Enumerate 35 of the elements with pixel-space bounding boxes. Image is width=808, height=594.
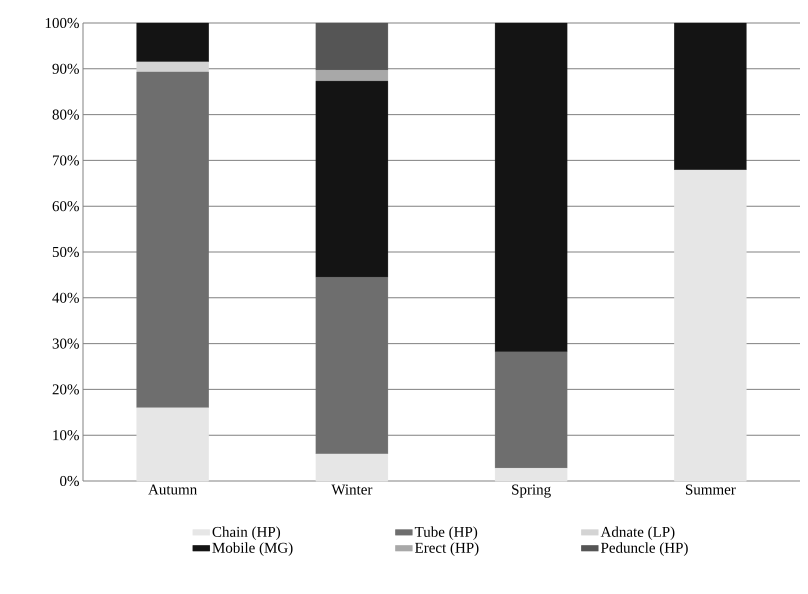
y-tick-label: 80% xyxy=(52,110,79,120)
legend-label: Chain (HP) xyxy=(212,526,280,540)
bar xyxy=(494,22,568,352)
bar xyxy=(316,454,388,482)
legend-label: Adnate (LP) xyxy=(600,526,674,540)
bar xyxy=(136,72,209,408)
y-tick-label: 100% xyxy=(46,18,79,28)
bar xyxy=(316,22,388,70)
y-tick-label: 90% xyxy=(52,64,79,74)
y-tick-label: 30% xyxy=(52,338,79,349)
x-tick-label: Spring xyxy=(512,484,551,498)
legend-label: Erect (HP) xyxy=(415,542,478,556)
y-tick-label: 10% xyxy=(53,430,79,440)
bar xyxy=(316,70,388,82)
bar xyxy=(674,22,747,170)
bar xyxy=(494,468,568,482)
bar xyxy=(674,170,747,482)
y-tick-label: 60% xyxy=(52,201,79,212)
y-tick-label: 70% xyxy=(52,155,79,166)
legend-label: Mobile (MG) xyxy=(212,542,293,556)
legend-label: Tube (HP) xyxy=(414,526,478,540)
bar xyxy=(136,22,209,62)
bar xyxy=(494,352,568,468)
x-tick-label: Winter xyxy=(331,484,372,495)
y-tick-label: 40% xyxy=(52,292,79,303)
legend-label: Peduncle (HP) xyxy=(600,542,688,556)
y-tick-label: 0% xyxy=(60,476,79,486)
bar xyxy=(316,276,388,454)
x-tick-label: Summer xyxy=(686,484,736,495)
bar xyxy=(316,80,388,278)
bar xyxy=(136,62,209,72)
x-tick-label: Autumn xyxy=(148,484,197,495)
bar xyxy=(136,408,209,482)
y-tick-label: 50% xyxy=(52,246,79,258)
y-tick-label: 20% xyxy=(52,384,79,394)
